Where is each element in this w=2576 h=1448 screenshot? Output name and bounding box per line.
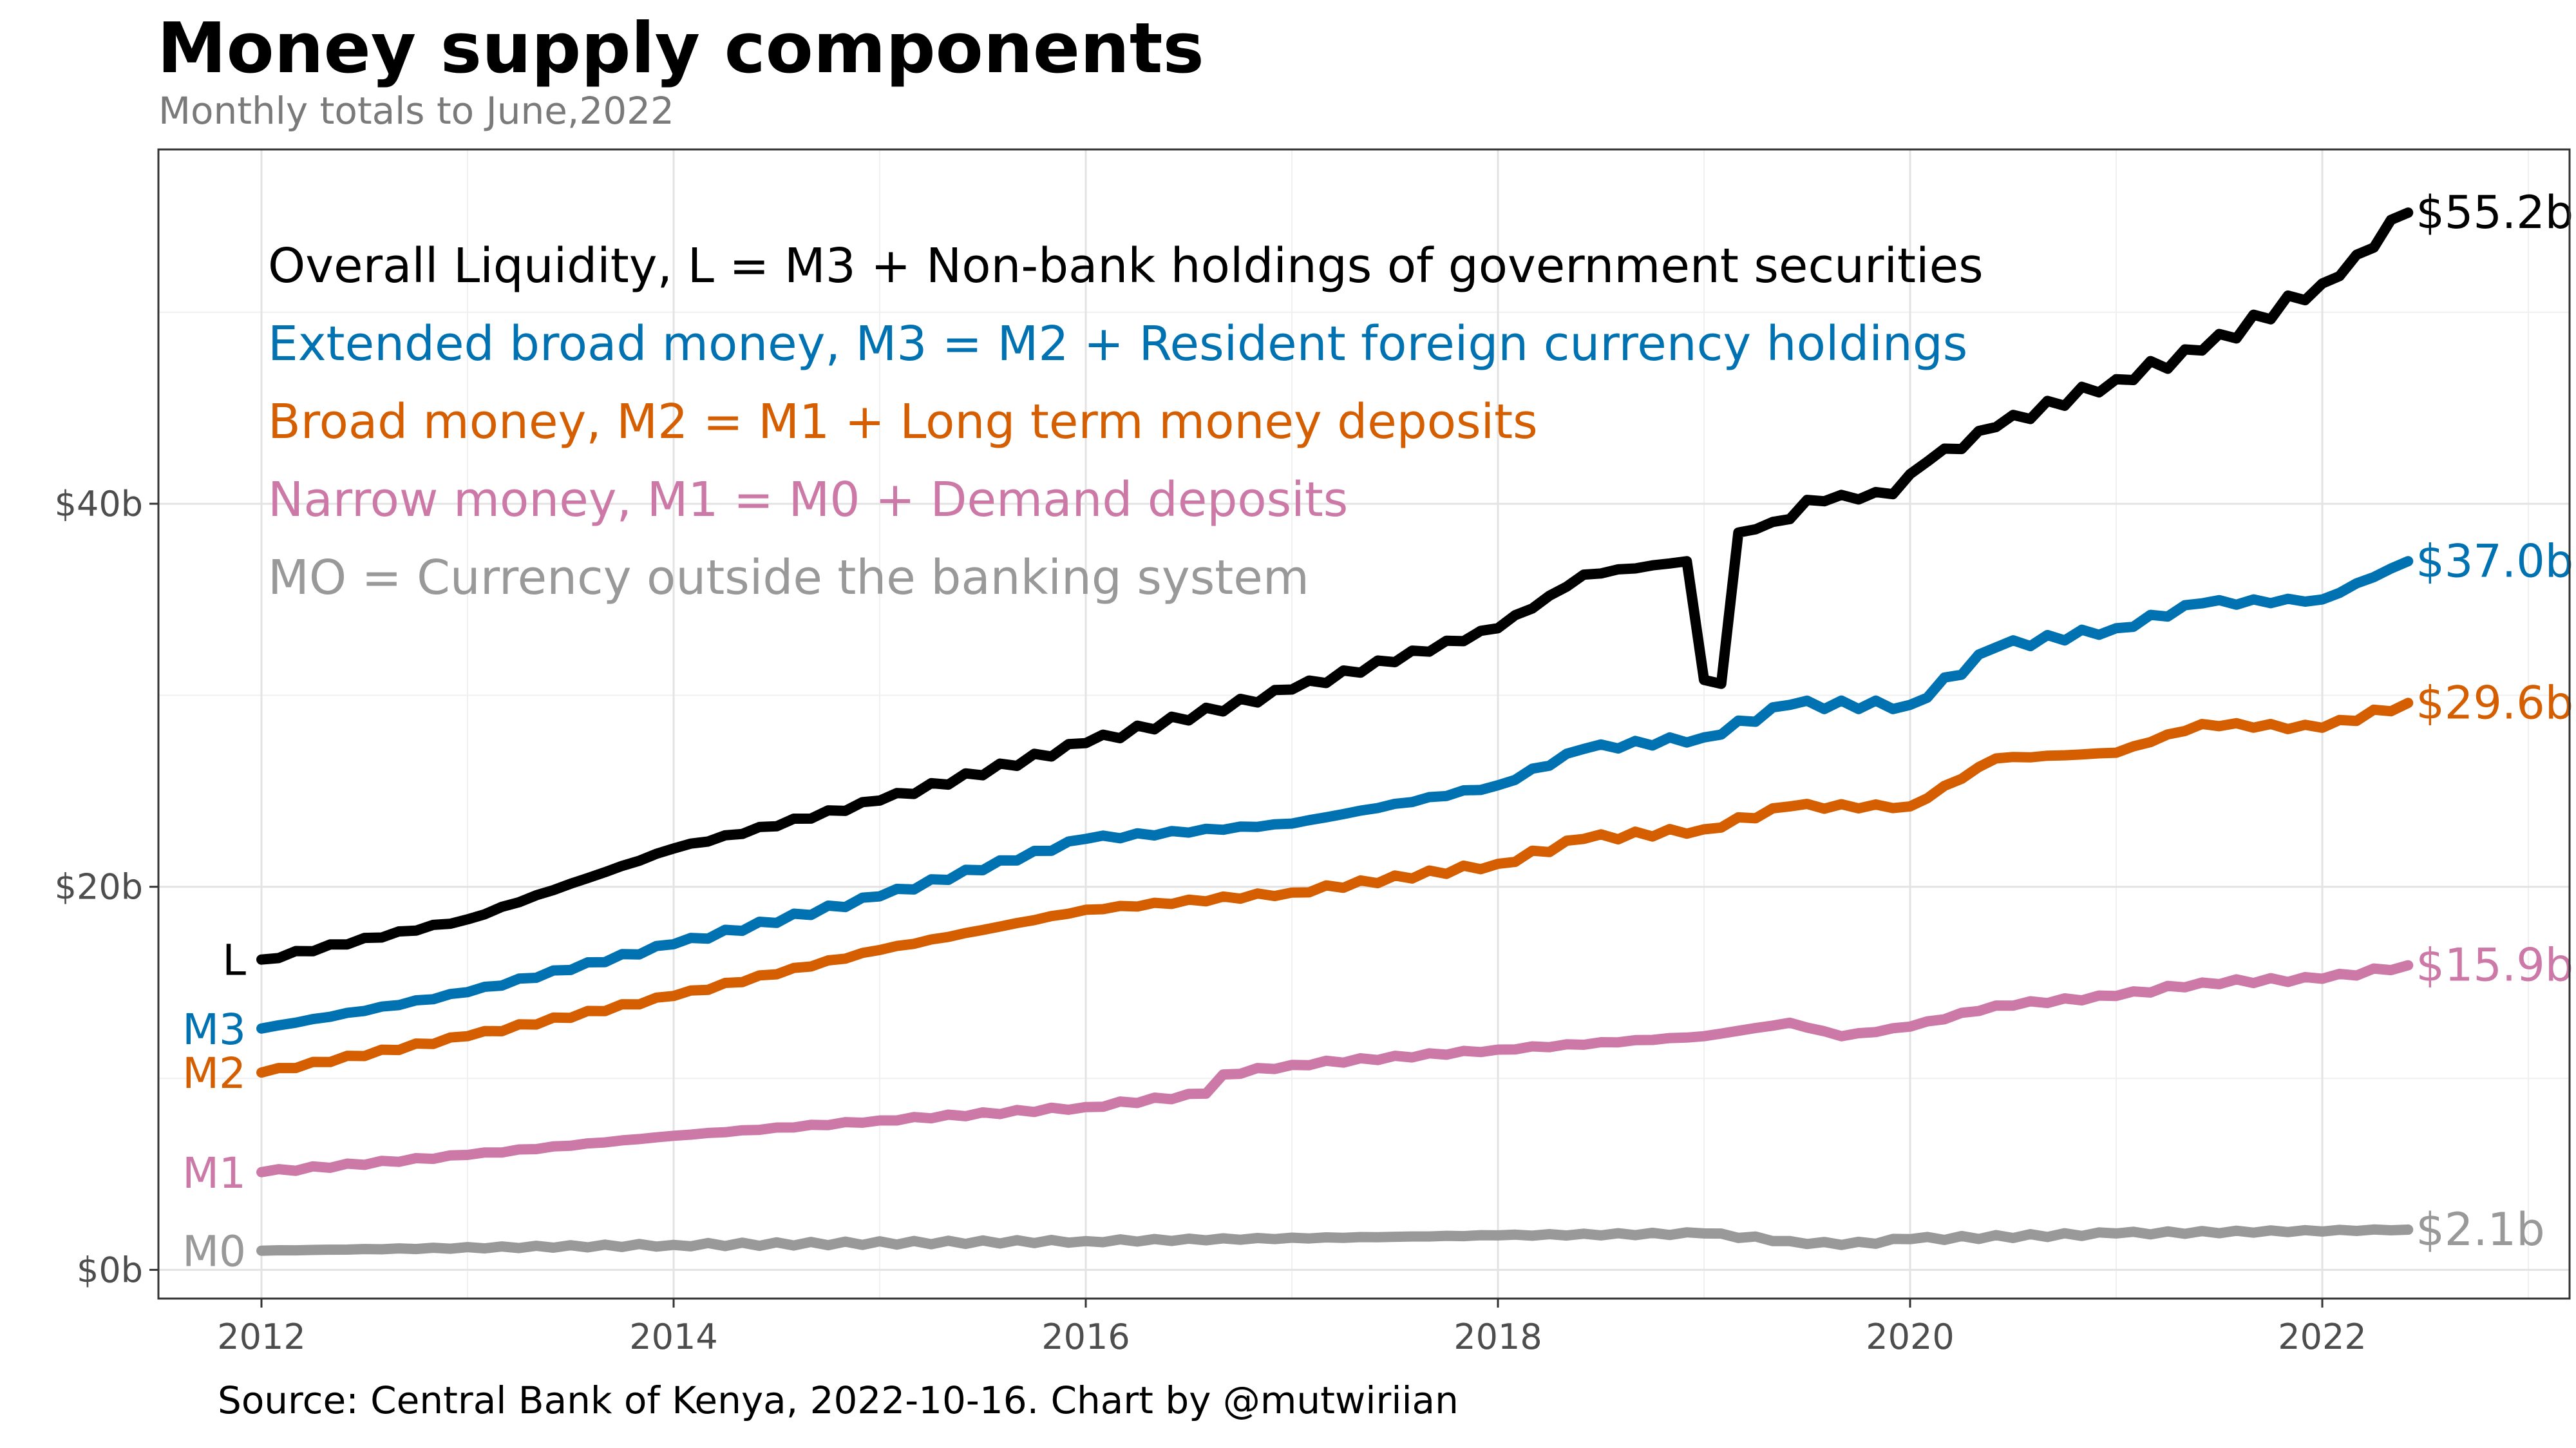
- y-tick-label: $20b: [55, 867, 143, 908]
- series-name-label: M1: [182, 1148, 246, 1198]
- series-line-m0: [256, 1224, 2414, 1256]
- x-tick-label: 2018: [1454, 1317, 1542, 1357]
- series-line-m3: [256, 556, 2414, 1034]
- series-line-l: [256, 207, 2414, 965]
- legend-entry: Overall Liquidity, L = M3 + Non-bank hol…: [268, 238, 1984, 294]
- x-tick-label: 2014: [629, 1317, 717, 1357]
- x-tick-label: 2016: [1041, 1317, 1130, 1357]
- legend-entry: MO = Currency outside the banking system: [268, 550, 1309, 605]
- legend-entry: Narrow money, M1 = M0 + Demand deposits: [268, 472, 1348, 528]
- source-caption: Source: Central Bank of Kenya, 2022-10-1…: [218, 1378, 1459, 1422]
- series-end-label: $15.9b: [2416, 939, 2573, 992]
- series-end-label: $37.0b: [2416, 535, 2573, 587]
- series-name-label: L: [222, 936, 246, 986]
- chart-title: Money supply components: [157, 8, 1204, 89]
- series-end-label: $55.2b: [2416, 186, 2573, 239]
- chart-subtitle: Monthly totals to June,2022: [158, 89, 674, 133]
- series-end-label: $29.6b: [2416, 676, 2573, 729]
- y-tick-label: $40b: [55, 484, 143, 524]
- x-tick-label: 2012: [217, 1317, 305, 1357]
- legend-entry: Broad money, M2 = M1 + Long term money d…: [268, 394, 1538, 450]
- series-name-label: M2: [182, 1049, 246, 1098]
- y-tick-label: $0b: [77, 1250, 143, 1290]
- plot-panel: [157, 148, 2571, 1300]
- series-line-m2: [256, 698, 2414, 1078]
- series-end-label: $2.1b: [2416, 1203, 2544, 1256]
- series-name-label: M3: [182, 1005, 246, 1054]
- series-line-m1: [256, 960, 2414, 1177]
- series-name-label: M0: [182, 1227, 246, 1277]
- x-tick-label: 2020: [1866, 1317, 1954, 1357]
- x-tick-label: 2022: [2278, 1317, 2366, 1357]
- legend-entry: Extended broad money, M3 = M2 + Resident…: [268, 316, 1967, 372]
